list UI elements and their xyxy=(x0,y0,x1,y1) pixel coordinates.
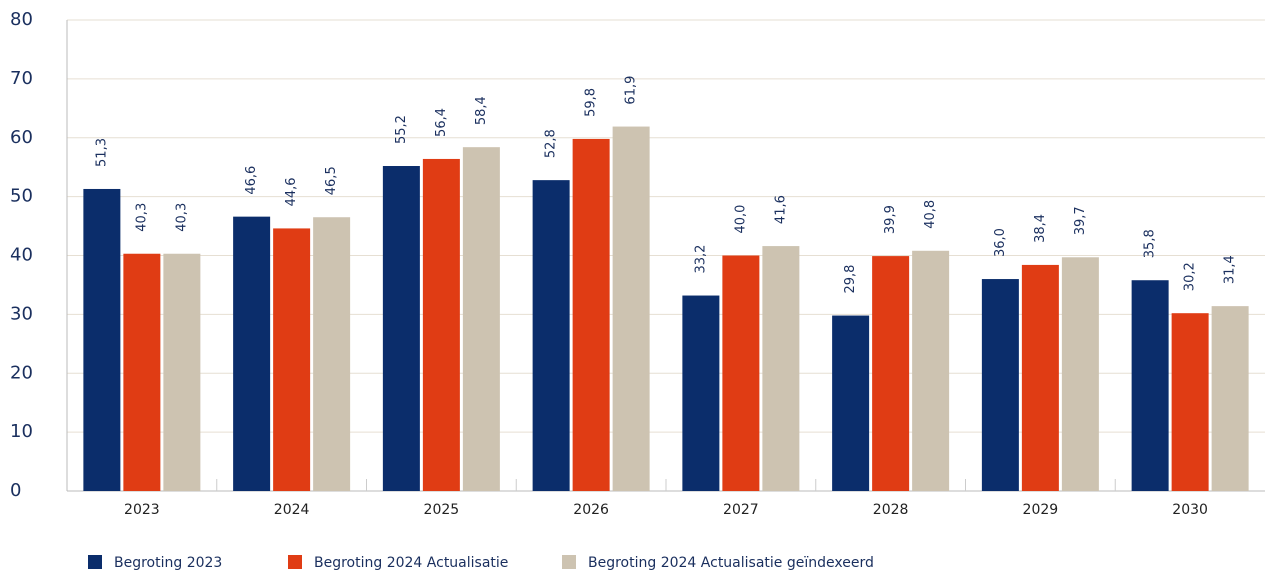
value-label: 55,2 xyxy=(394,115,409,144)
value-label: 40,0 xyxy=(733,205,748,234)
bar xyxy=(382,166,420,491)
legend-label: Begroting 2024 Actualisatie xyxy=(314,555,508,570)
value-label: 40,3 xyxy=(134,203,149,232)
value-label: 39,9 xyxy=(883,205,898,234)
bar xyxy=(912,250,950,491)
value-label: 39,7 xyxy=(1073,206,1088,235)
bar xyxy=(981,279,1019,491)
bar xyxy=(762,246,800,491)
y-tick-label: 30 xyxy=(10,303,33,324)
value-label: 61,9 xyxy=(624,76,639,105)
value-label: 41,6 xyxy=(773,195,788,224)
value-label: 35,8 xyxy=(1143,229,1158,258)
x-tick-label: 2029 xyxy=(1023,502,1059,518)
x-tick-label: 2030 xyxy=(1172,502,1208,518)
legend-label: Begroting 2023 xyxy=(114,555,222,570)
y-tick-label: 60 xyxy=(10,127,33,148)
bar xyxy=(163,253,201,491)
y-tick-label: 70 xyxy=(10,68,33,89)
value-label: 30,2 xyxy=(1183,262,1198,291)
bar xyxy=(612,126,650,491)
legend-swatch xyxy=(562,555,576,569)
value-label: 46,6 xyxy=(244,166,259,195)
value-label: 44,6 xyxy=(284,177,299,206)
bar xyxy=(422,158,460,491)
bar xyxy=(83,188,121,491)
bar xyxy=(1211,306,1249,491)
legend-swatch xyxy=(88,555,102,569)
bar xyxy=(682,295,720,491)
x-tick-label: 2024 xyxy=(274,502,310,518)
bar xyxy=(1061,257,1099,491)
bar xyxy=(872,256,910,491)
value-label: 56,4 xyxy=(434,108,449,137)
value-label: 38,4 xyxy=(1033,214,1048,243)
x-tick-label: 2028 xyxy=(873,502,909,518)
bar xyxy=(1021,264,1059,491)
value-label: 40,8 xyxy=(923,200,938,229)
bar xyxy=(832,315,870,491)
value-label: 29,8 xyxy=(843,265,858,294)
y-tick-label: 40 xyxy=(10,245,33,266)
bar xyxy=(313,217,351,491)
y-tick-label: 80 xyxy=(10,9,33,30)
y-tick-label: 50 xyxy=(10,186,33,207)
bar xyxy=(462,147,500,492)
value-label: 33,2 xyxy=(693,245,708,274)
value-label: 31,4 xyxy=(1223,255,1238,284)
bar xyxy=(572,138,610,492)
legend-swatch xyxy=(288,555,302,569)
y-tick-label: 10 xyxy=(10,421,33,442)
x-tick-label: 2026 xyxy=(573,502,609,518)
value-label: 51,3 xyxy=(94,138,109,167)
y-tick-label: 0 xyxy=(10,480,21,501)
x-tick-label: 2025 xyxy=(424,502,460,518)
x-tick-label: 2023 xyxy=(124,502,160,518)
bar xyxy=(233,216,271,491)
bar xyxy=(722,255,760,491)
value-label: 46,5 xyxy=(324,166,339,195)
bar xyxy=(123,253,161,491)
value-label: 59,8 xyxy=(584,88,599,117)
value-label: 40,3 xyxy=(174,203,189,232)
x-tick-label: 2027 xyxy=(723,502,759,518)
bar xyxy=(532,180,570,491)
bar xyxy=(1171,313,1209,491)
bar xyxy=(273,228,311,492)
bar xyxy=(1131,280,1169,491)
value-label: 36,0 xyxy=(993,228,1008,257)
value-label: 58,4 xyxy=(474,96,489,125)
value-label: 52,8 xyxy=(544,129,559,158)
legend-label: Begroting 2024 Actualisatie geïndexeerd xyxy=(588,555,874,570)
y-tick-label: 20 xyxy=(10,362,33,383)
